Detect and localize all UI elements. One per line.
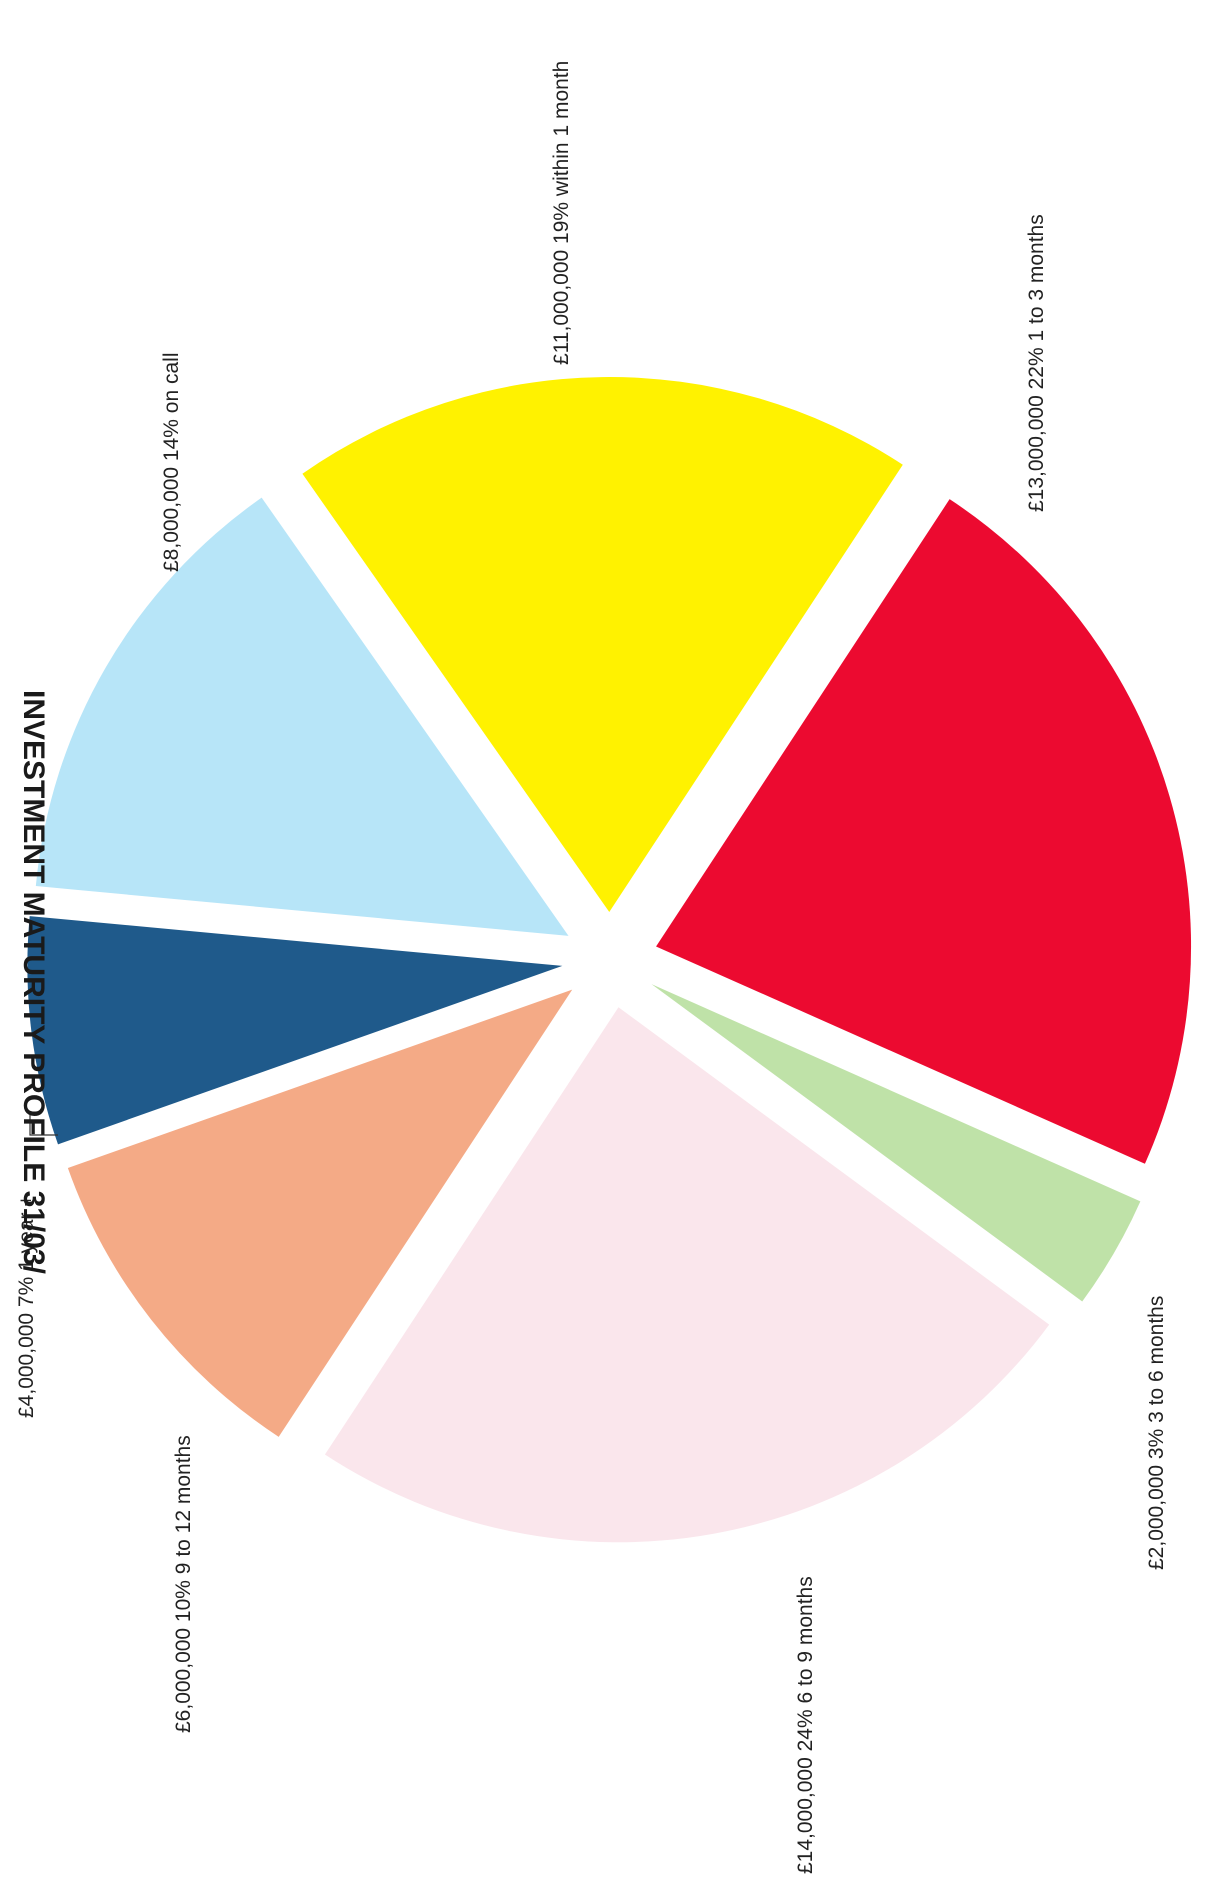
slice-label-1-year-: £4,000,000 7% 1 year +: [15, 1194, 38, 1418]
slice-label-9-to-12-months: £6,000,000 10% 9 to 12 months: [172, 1435, 195, 1733]
slice-label-3-to-6-months: £2,000,000 3% 3 to 6 months: [1145, 1296, 1168, 1570]
slice-label-6-to-9-months: £14,000,000 24% 6 to 9 months: [794, 1576, 817, 1874]
chart-title: INVESTMENT MATURITY PROFILE 31/03/: [17, 690, 50, 1275]
slice-label-on-call: £8,000,000 14% on call: [160, 352, 183, 572]
slice-label-1-to-3-months: £13,000,000 22% 1 to 3 months: [1025, 214, 1048, 512]
leader-line-1-year: [29, 1115, 58, 1136]
slice-label-within-1-month: £11,000,000 19% within 1 month: [550, 61, 573, 365]
pie-slice-1-year-: [27, 916, 563, 1145]
pie-slice-within-1-month: [302, 377, 903, 913]
pie-slice-1-to-3-months: [656, 499, 1192, 1164]
leader-lines: [29, 1115, 58, 1136]
pie-slices: [27, 377, 1192, 1543]
pie-slice-on-call: [35, 497, 569, 936]
pie-slice-3-to-6-months: [651, 984, 1141, 1302]
pie-slice-6-to-9-months: [324, 1007, 1050, 1543]
pie-slice-9-to-12-months: [67, 989, 573, 1437]
slice-labels: £11,000,000 19% within 1 month £13,000,00…: [15, 61, 1168, 1874]
